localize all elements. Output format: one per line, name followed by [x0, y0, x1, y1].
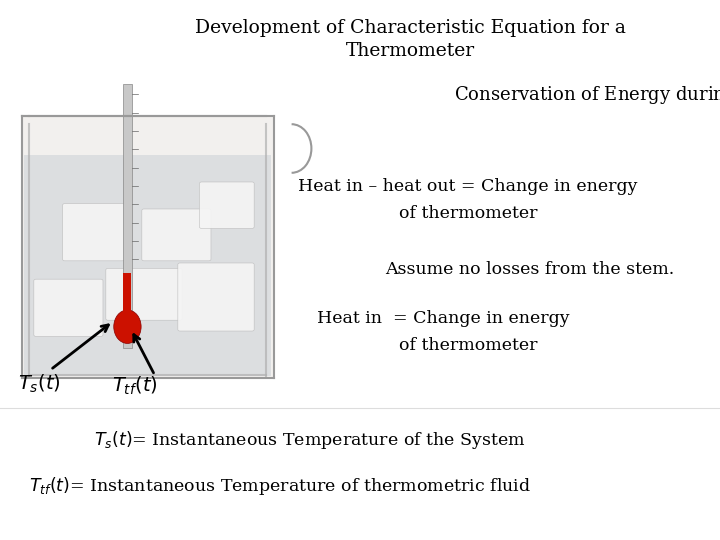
Text: Conservation of Energy during a time $\mathit{dt}$: Conservation of Energy during a time $\m… — [454, 84, 720, 105]
Text: $T_{tf}(t)$: $T_{tf}(t)$ — [112, 375, 158, 397]
Text: Development of Characteristic Equation for a
Thermometer: Development of Characteristic Equation f… — [195, 19, 626, 60]
Text: of thermometer: of thermometer — [399, 205, 537, 222]
FancyBboxPatch shape — [142, 209, 211, 261]
FancyBboxPatch shape — [199, 182, 254, 228]
FancyBboxPatch shape — [34, 279, 103, 336]
Bar — [22, 116, 274, 378]
Text: $T_s(t)$= Instantaneous Temperature of the System: $T_s(t)$= Instantaneous Temperature of t… — [94, 429, 525, 451]
Ellipse shape — [114, 310, 141, 343]
Text: Heat in – heat out = Change in energy: Heat in – heat out = Change in energy — [298, 178, 638, 195]
FancyBboxPatch shape — [106, 268, 182, 320]
Text: Heat in  = Change in energy: Heat in = Change in energy — [317, 310, 570, 327]
Bar — [122, 84, 132, 348]
FancyBboxPatch shape — [63, 204, 125, 261]
Text: Assume no losses from the stem.: Assume no losses from the stem. — [385, 261, 675, 279]
Bar — [124, 273, 132, 327]
Text: of thermometer: of thermometer — [399, 337, 537, 354]
Text: $T_s(t)$: $T_s(t)$ — [18, 372, 60, 395]
FancyBboxPatch shape — [178, 263, 254, 331]
Bar — [24, 156, 271, 376]
Text: $T_{tf}(t)$= Instantaneous Temperature of thermometric fluid: $T_{tf}(t)$= Instantaneous Temperature o… — [29, 475, 531, 497]
